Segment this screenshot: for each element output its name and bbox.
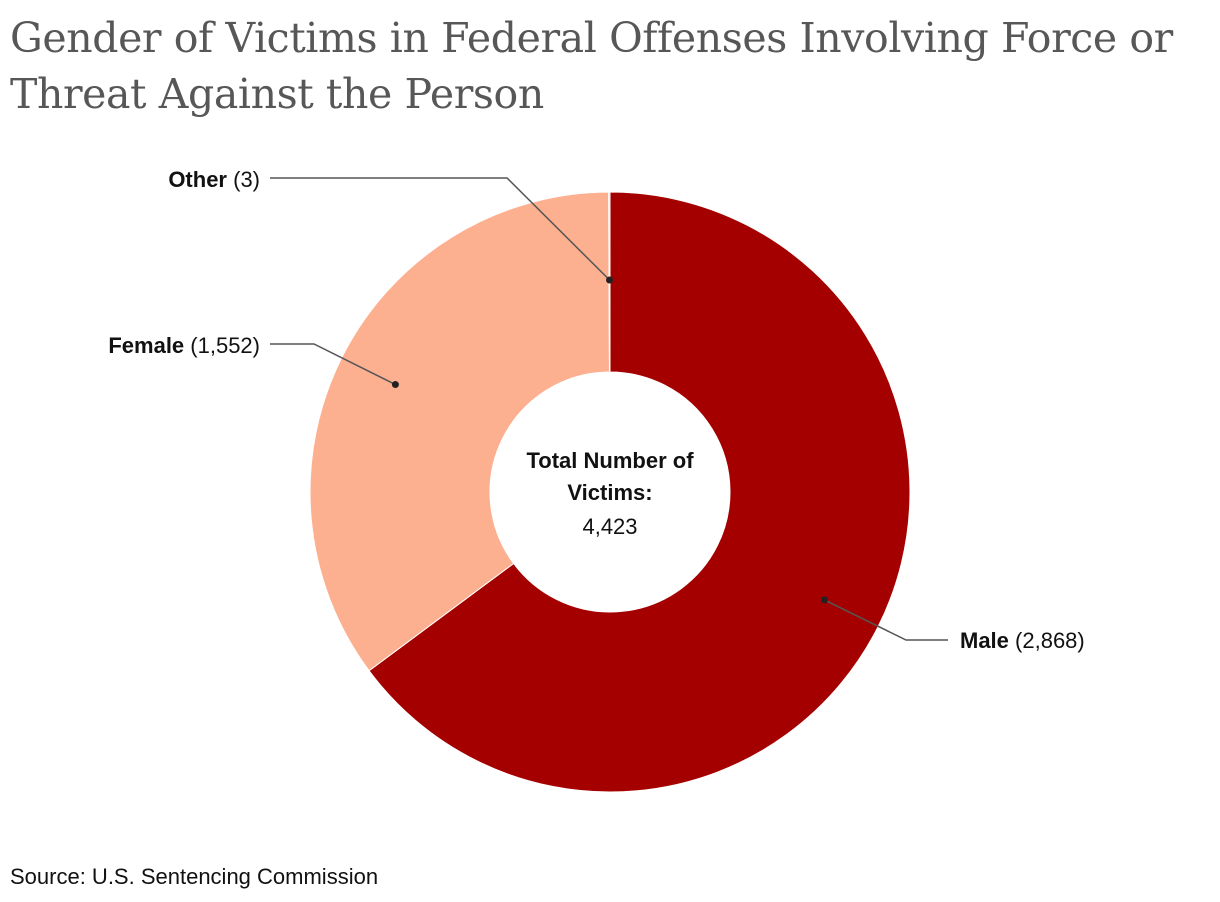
slice-label-male: Male (2,868) bbox=[960, 628, 1085, 653]
slice-label-value-other: (3) bbox=[227, 167, 260, 192]
slice-label-name-other: Other bbox=[168, 167, 227, 192]
leader-line-female bbox=[270, 343, 396, 386]
leader-dot-male bbox=[820, 596, 828, 604]
slice-label-name-male: Male bbox=[960, 628, 1009, 653]
slice-label-value-female: (1,552) bbox=[184, 333, 260, 358]
center-label-line1: Total Number of bbox=[526, 448, 694, 473]
slice-label-value-male: (2,868) bbox=[1009, 628, 1085, 653]
leader-dot-other bbox=[606, 276, 614, 284]
source-note: Source: U.S. Sentencing Commission bbox=[10, 864, 379, 889]
slice-female bbox=[309, 191, 610, 672]
leader-line-other bbox=[270, 177, 611, 281]
center-label-line2: Victims: bbox=[567, 480, 652, 505]
slice-label-female: Female (1,552) bbox=[108, 333, 260, 358]
slice-male bbox=[368, 191, 911, 793]
slice-labels: Male (2,868) Female (1,552) Other (3) bbox=[108, 167, 1084, 653]
chart-title: Gender of Victims in Federal Offenses In… bbox=[10, 14, 1173, 118]
leader-lines bbox=[270, 177, 948, 641]
donut-slices bbox=[309, 191, 911, 793]
slice-label-name-female: Female bbox=[108, 333, 184, 358]
leader-line-male bbox=[824, 599, 948, 641]
slice-label-other: Other (3) bbox=[168, 167, 260, 192]
leader-dot-female bbox=[391, 381, 399, 389]
center-total-value: 4,423 bbox=[582, 514, 637, 539]
